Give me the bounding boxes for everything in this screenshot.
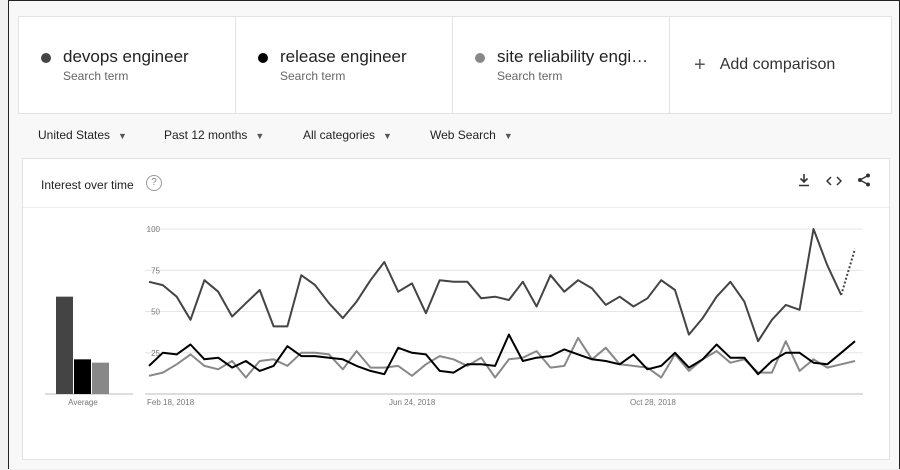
caret-down-icon: ▼ — [383, 131, 392, 141]
series-color-dot-1 — [41, 53, 51, 63]
series-color-dot-3 — [475, 53, 485, 63]
add-comparison-button[interactable]: + Add comparison — [670, 17, 891, 113]
average-label: Average — [68, 398, 98, 407]
period-filter[interactable]: Past 12 months ▼ — [164, 128, 303, 142]
filter-bar: United States ▼ Past 12 months ▼ All categ… — [38, 128, 513, 142]
series-line — [148, 333, 856, 376]
y-tick-label: 75 — [151, 266, 160, 275]
caret-down-icon: ▼ — [503, 131, 513, 141]
search-term-name: release engineer — [280, 47, 407, 66]
card-title: Interest over time — [41, 178, 134, 192]
download-icon[interactable] — [795, 173, 813, 191]
average-bar — [92, 362, 109, 394]
caret-down-icon: ▼ — [118, 131, 127, 141]
caret-down-icon: ▼ — [255, 131, 265, 141]
region-filter-label: United States — [38, 128, 111, 142]
comparison-bar: devops engineer Search term release engi… — [18, 16, 892, 114]
y-tick-label: 50 — [151, 308, 160, 317]
source-filter-label: Web Search — [430, 128, 496, 142]
period-filter-label: Past 12 months — [164, 128, 248, 142]
card-header: Interest over time ? — [23, 159, 889, 208]
series-line-partial — [840, 248, 856, 296]
category-filter-label: All categories — [303, 128, 376, 142]
search-term-subtitle: Search term — [497, 69, 563, 83]
x-tick-label: Oct 28, 2018 — [630, 398, 676, 407]
series-line — [148, 336, 856, 379]
search-term-3[interactable]: site reliability engi… Search term — [453, 17, 670, 113]
embed-icon[interactable] — [825, 173, 843, 191]
series-line — [148, 228, 843, 343]
interest-over-time-card: Interest over time ? 25 50 75 100 Average Feb… — [22, 158, 890, 460]
average-bar — [74, 359, 91, 394]
help-icon[interactable]: ? — [146, 175, 162, 191]
search-term-subtitle: Search term — [280, 69, 346, 83]
region-filter[interactable]: United States ▼ — [38, 128, 164, 142]
search-term-name: site reliability engi… — [497, 47, 649, 66]
share-icon[interactable] — [855, 173, 873, 191]
y-tick-label: 25 — [151, 349, 160, 358]
average-bar — [56, 296, 73, 394]
plus-icon: + — [694, 53, 706, 76]
search-term-1[interactable]: devops engineer Search term — [19, 17, 236, 113]
x-tick-label: Feb 18, 2018 — [147, 398, 195, 407]
search-term-2[interactable]: release engineer Search term — [236, 17, 453, 113]
search-term-name: devops engineer — [63, 47, 189, 66]
series-color-dot-2 — [258, 53, 268, 63]
y-tick-label: 100 — [147, 225, 161, 234]
source-filter[interactable]: Web Search ▼ — [430, 128, 513, 142]
x-tick-label: Jun 24, 2018 — [389, 398, 436, 407]
interest-chart: 25 50 75 100 Average Feb 18, 2018 Jun 24, 2018… — [45, 225, 863, 407]
category-filter[interactable]: All categories ▼ — [303, 128, 430, 142]
add-comparison-label: Add comparison — [719, 56, 836, 73]
search-term-subtitle: Search term — [63, 69, 129, 83]
